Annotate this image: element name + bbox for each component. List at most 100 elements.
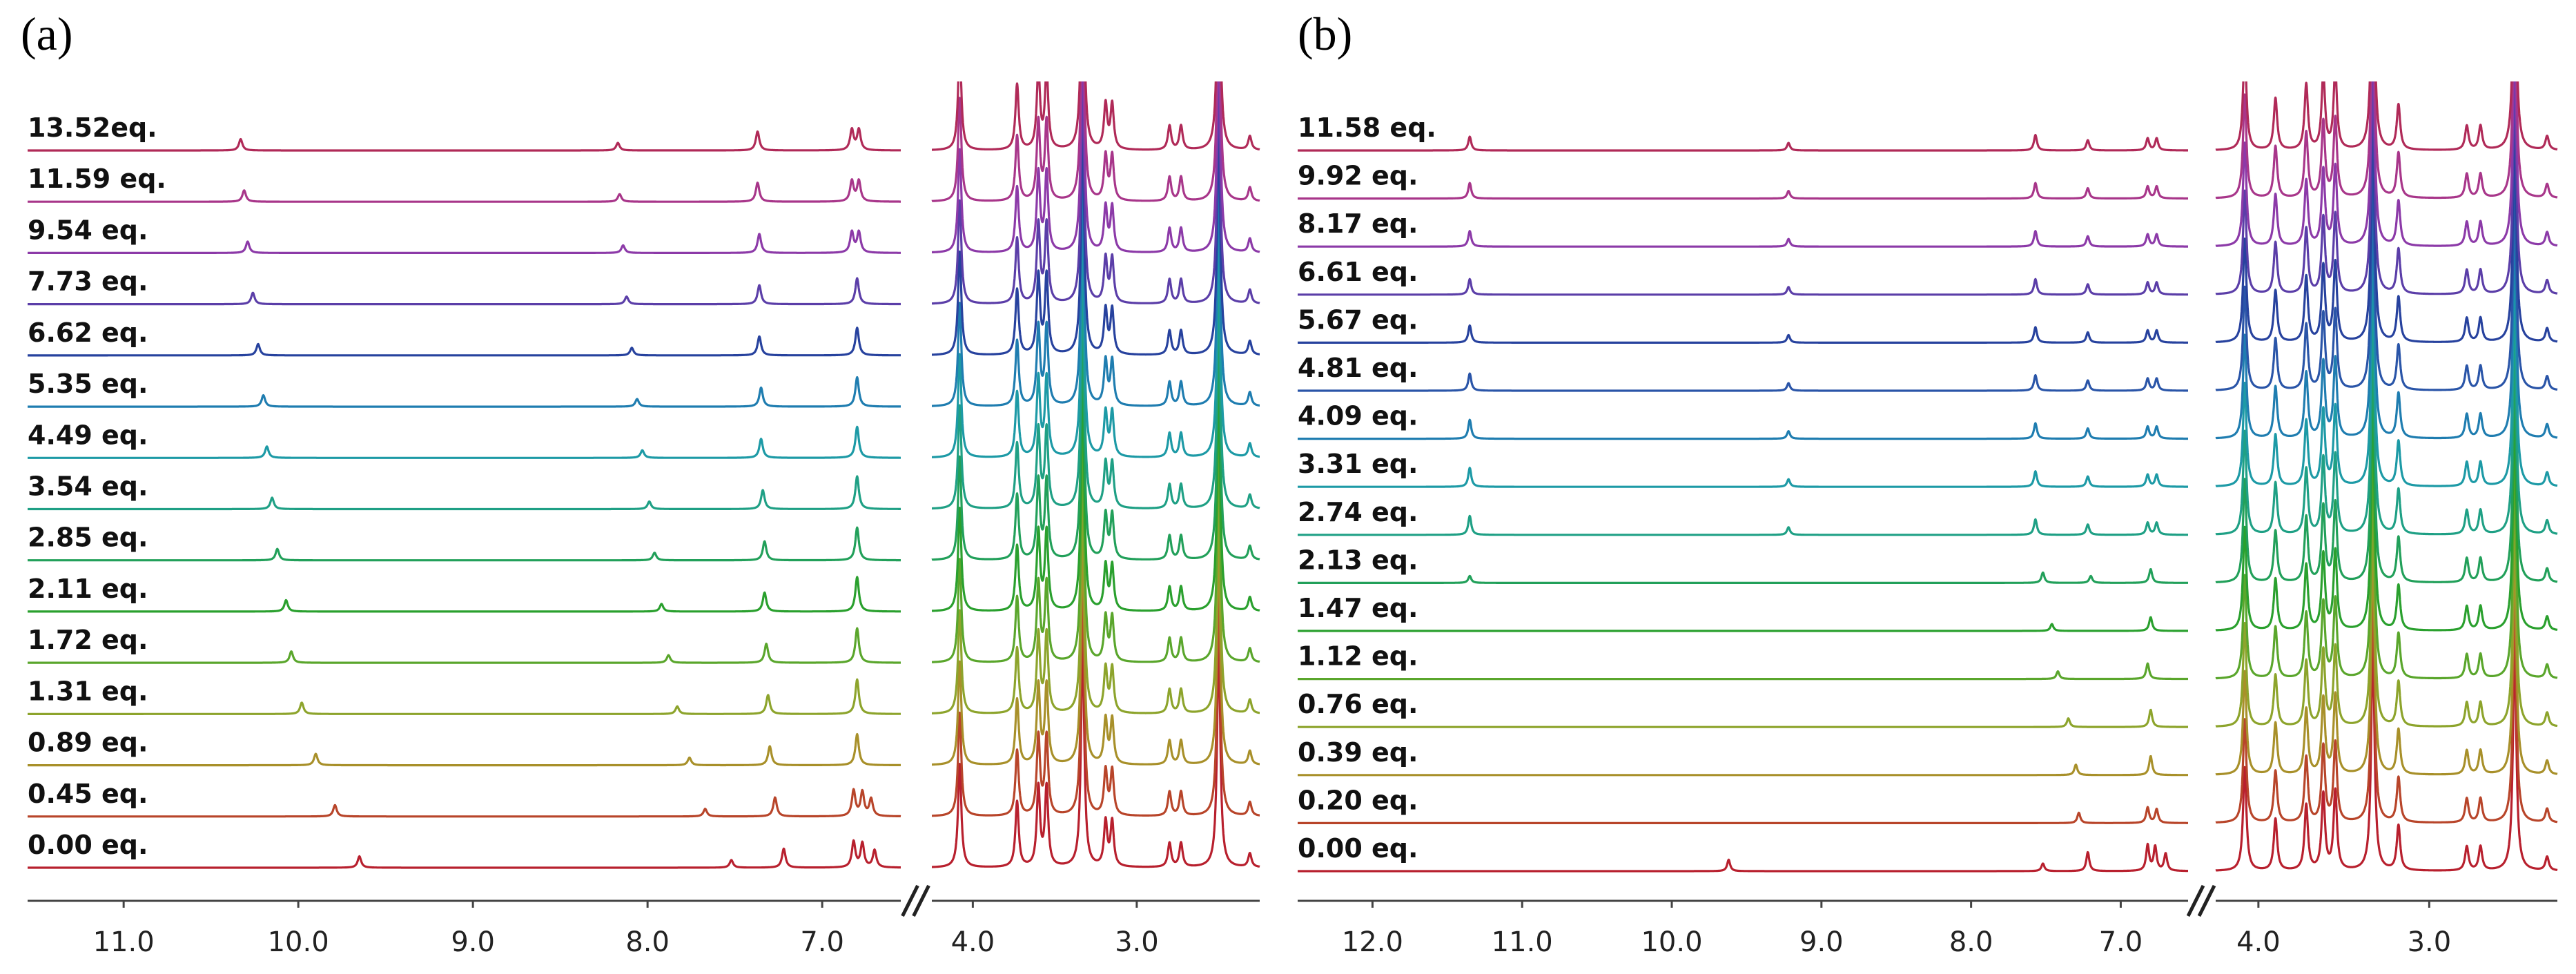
spectrum-trace bbox=[2214, 500, 2559, 728]
spectrum-trace bbox=[27, 229, 901, 254]
equivalents-label: 0.39 eq. bbox=[1298, 737, 1418, 768]
axis-tick-label: 10.0 bbox=[268, 926, 329, 958]
axis-tick-label: 9.0 bbox=[1799, 926, 1844, 958]
equivalents-label: 9.92 eq. bbox=[1298, 161, 1418, 191]
spectrum-trace bbox=[930, 81, 1261, 254]
equivalents-label: 1.12 eq. bbox=[1298, 641, 1418, 672]
axis-tick-label: 8.0 bbox=[1949, 926, 1993, 958]
equivalents-label: 0.89 eq. bbox=[28, 728, 148, 758]
spectrum-trace bbox=[27, 126, 901, 152]
spectrum-trace bbox=[2214, 116, 2559, 343]
spectrum-trace bbox=[2214, 81, 2559, 199]
equivalents-label: 9.54 eq. bbox=[28, 215, 148, 245]
spectrum-trace bbox=[930, 128, 1261, 356]
equivalents-label: 0.00 eq. bbox=[1298, 833, 1418, 864]
spectrum-trace bbox=[2214, 405, 2559, 632]
spectrum-trace bbox=[2214, 596, 2559, 824]
spectrum-trace bbox=[1297, 230, 2189, 248]
equivalents-label: 6.61 eq. bbox=[1298, 257, 1418, 287]
spectrum-trace bbox=[1297, 418, 2189, 440]
axis-break-mark bbox=[901, 884, 930, 917]
spectrum-trace bbox=[27, 627, 901, 664]
axis-tick-label: 9.0 bbox=[451, 926, 495, 958]
equivalents-label: 3.31 eq. bbox=[1298, 449, 1418, 479]
equivalents-label: 6.62 eq. bbox=[28, 318, 148, 348]
panel-a-letter: (a) bbox=[21, 8, 72, 60]
spectrum-trace bbox=[2214, 81, 2559, 151]
equivalents-label: 5.67 eq. bbox=[1298, 304, 1418, 335]
spectrum-trace bbox=[930, 538, 1261, 766]
spectrum-trace bbox=[2214, 81, 2559, 247]
spectrum-trace bbox=[2214, 212, 2559, 440]
spectrum-trace bbox=[1297, 182, 2189, 200]
spectrum-trace bbox=[1297, 372, 2189, 392]
spectrum-trace bbox=[1297, 514, 2189, 536]
spectrum-trace bbox=[1297, 754, 2189, 777]
spectrum-trace bbox=[2214, 645, 2559, 872]
ppm-axis: 11.0 10.0 9.0 8.0 7.0 4.0 3.0 bbox=[28, 884, 1260, 958]
ppm-axis: 12.0 11.0 10.0 9.0 8.0 7.0 4.0 3.0 bbox=[1298, 884, 2557, 958]
equivalents-label: 11.58 eq. bbox=[1298, 113, 1436, 143]
spectrum-trace bbox=[1297, 708, 2189, 728]
spectrum-trace bbox=[27, 788, 901, 818]
equivalents-label: 2.74 eq. bbox=[1298, 497, 1418, 527]
axis-tick-label: 11.0 bbox=[93, 926, 155, 958]
equivalents-label: 1.72 eq. bbox=[28, 625, 148, 655]
equivalents-label: 2.11 eq. bbox=[28, 574, 148, 604]
spectrum-trace bbox=[1297, 842, 2189, 873]
spectrum-trace bbox=[2214, 452, 2559, 680]
spectrum-trace bbox=[27, 839, 901, 869]
spectrum-trace bbox=[930, 487, 1261, 714]
equivalents-label: 2.13 eq. bbox=[1298, 545, 1418, 575]
spectrum-trace bbox=[930, 590, 1261, 817]
axis-tick-label: 10.0 bbox=[1641, 926, 1702, 958]
equivalents-label: 1.47 eq. bbox=[1298, 593, 1418, 623]
axis-tick-label: 8.0 bbox=[625, 926, 670, 958]
axis-tick-label: 7.0 bbox=[800, 926, 844, 958]
equivalents-label: 8.17 eq. bbox=[1298, 208, 1418, 239]
axis-tick-label: 7.0 bbox=[2099, 926, 2143, 958]
spectrum-trace bbox=[27, 277, 901, 306]
spectrum-trace bbox=[930, 641, 1261, 868]
spectrum-trace bbox=[2214, 81, 2559, 295]
equivalents-label: 11.59 eq. bbox=[28, 164, 166, 194]
spectrum-trace bbox=[930, 81, 1261, 151]
spectrum-trace bbox=[27, 526, 901, 562]
spectrum-trace bbox=[930, 384, 1261, 612]
equivalents-label: 13.52eq. bbox=[28, 113, 157, 143]
spectrum-trace bbox=[1297, 806, 2189, 824]
spectrum-trace bbox=[1297, 662, 2189, 681]
spectrum-trace bbox=[2214, 356, 2559, 583]
equivalents-label: 2.85 eq. bbox=[28, 523, 148, 553]
spectrum-trace bbox=[27, 425, 901, 459]
spectrum-trace bbox=[1297, 133, 2189, 152]
equivalents-label: 1.31 eq. bbox=[28, 676, 148, 706]
axis-break-mark bbox=[2186, 884, 2216, 917]
equivalents-label: 0.76 eq. bbox=[1298, 689, 1418, 719]
spectrum-trace bbox=[930, 179, 1261, 407]
spectrum-trace bbox=[27, 576, 901, 613]
spectrum-trace bbox=[1297, 277, 2189, 296]
spectrum-trace bbox=[2214, 164, 2559, 391]
spectrum-trace bbox=[27, 732, 901, 767]
axis-tick-label: 4.0 bbox=[2236, 926, 2281, 958]
equivalents-label: 4.81 eq. bbox=[1298, 353, 1418, 383]
equivalents-label: 4.49 eq. bbox=[28, 420, 148, 450]
spectrum-trace bbox=[2214, 549, 2559, 776]
equivalents-label: 7.73 eq. bbox=[28, 266, 148, 297]
equivalents-label: 0.45 eq. bbox=[28, 779, 148, 809]
spectrum-trace bbox=[930, 81, 1261, 202]
spectrum-trace bbox=[27, 678, 901, 715]
spectrum-trace bbox=[930, 436, 1261, 663]
spectrum-trace bbox=[1297, 324, 2189, 344]
spectrum-trace bbox=[930, 81, 1261, 305]
axis-tick-label: 3.0 bbox=[2408, 926, 2452, 958]
equivalents-label: 5.35 eq. bbox=[28, 369, 148, 399]
spectrum-trace bbox=[27, 475, 901, 511]
spectrum-trace bbox=[1297, 568, 2189, 584]
panel-b: (b) 0.00 eq. 0.20 eq. 0.39 eq. 0.76 eq. 1.12… bbox=[1297, 8, 2559, 958]
axis-tick-label: 11.0 bbox=[1492, 926, 1553, 958]
panel-a: (a) 0.00 eq. 0.45 eq. 0.89 eq. 1.31 eq. 1.72… bbox=[21, 8, 1261, 958]
equivalents-label: 4.09 eq. bbox=[1298, 401, 1418, 431]
